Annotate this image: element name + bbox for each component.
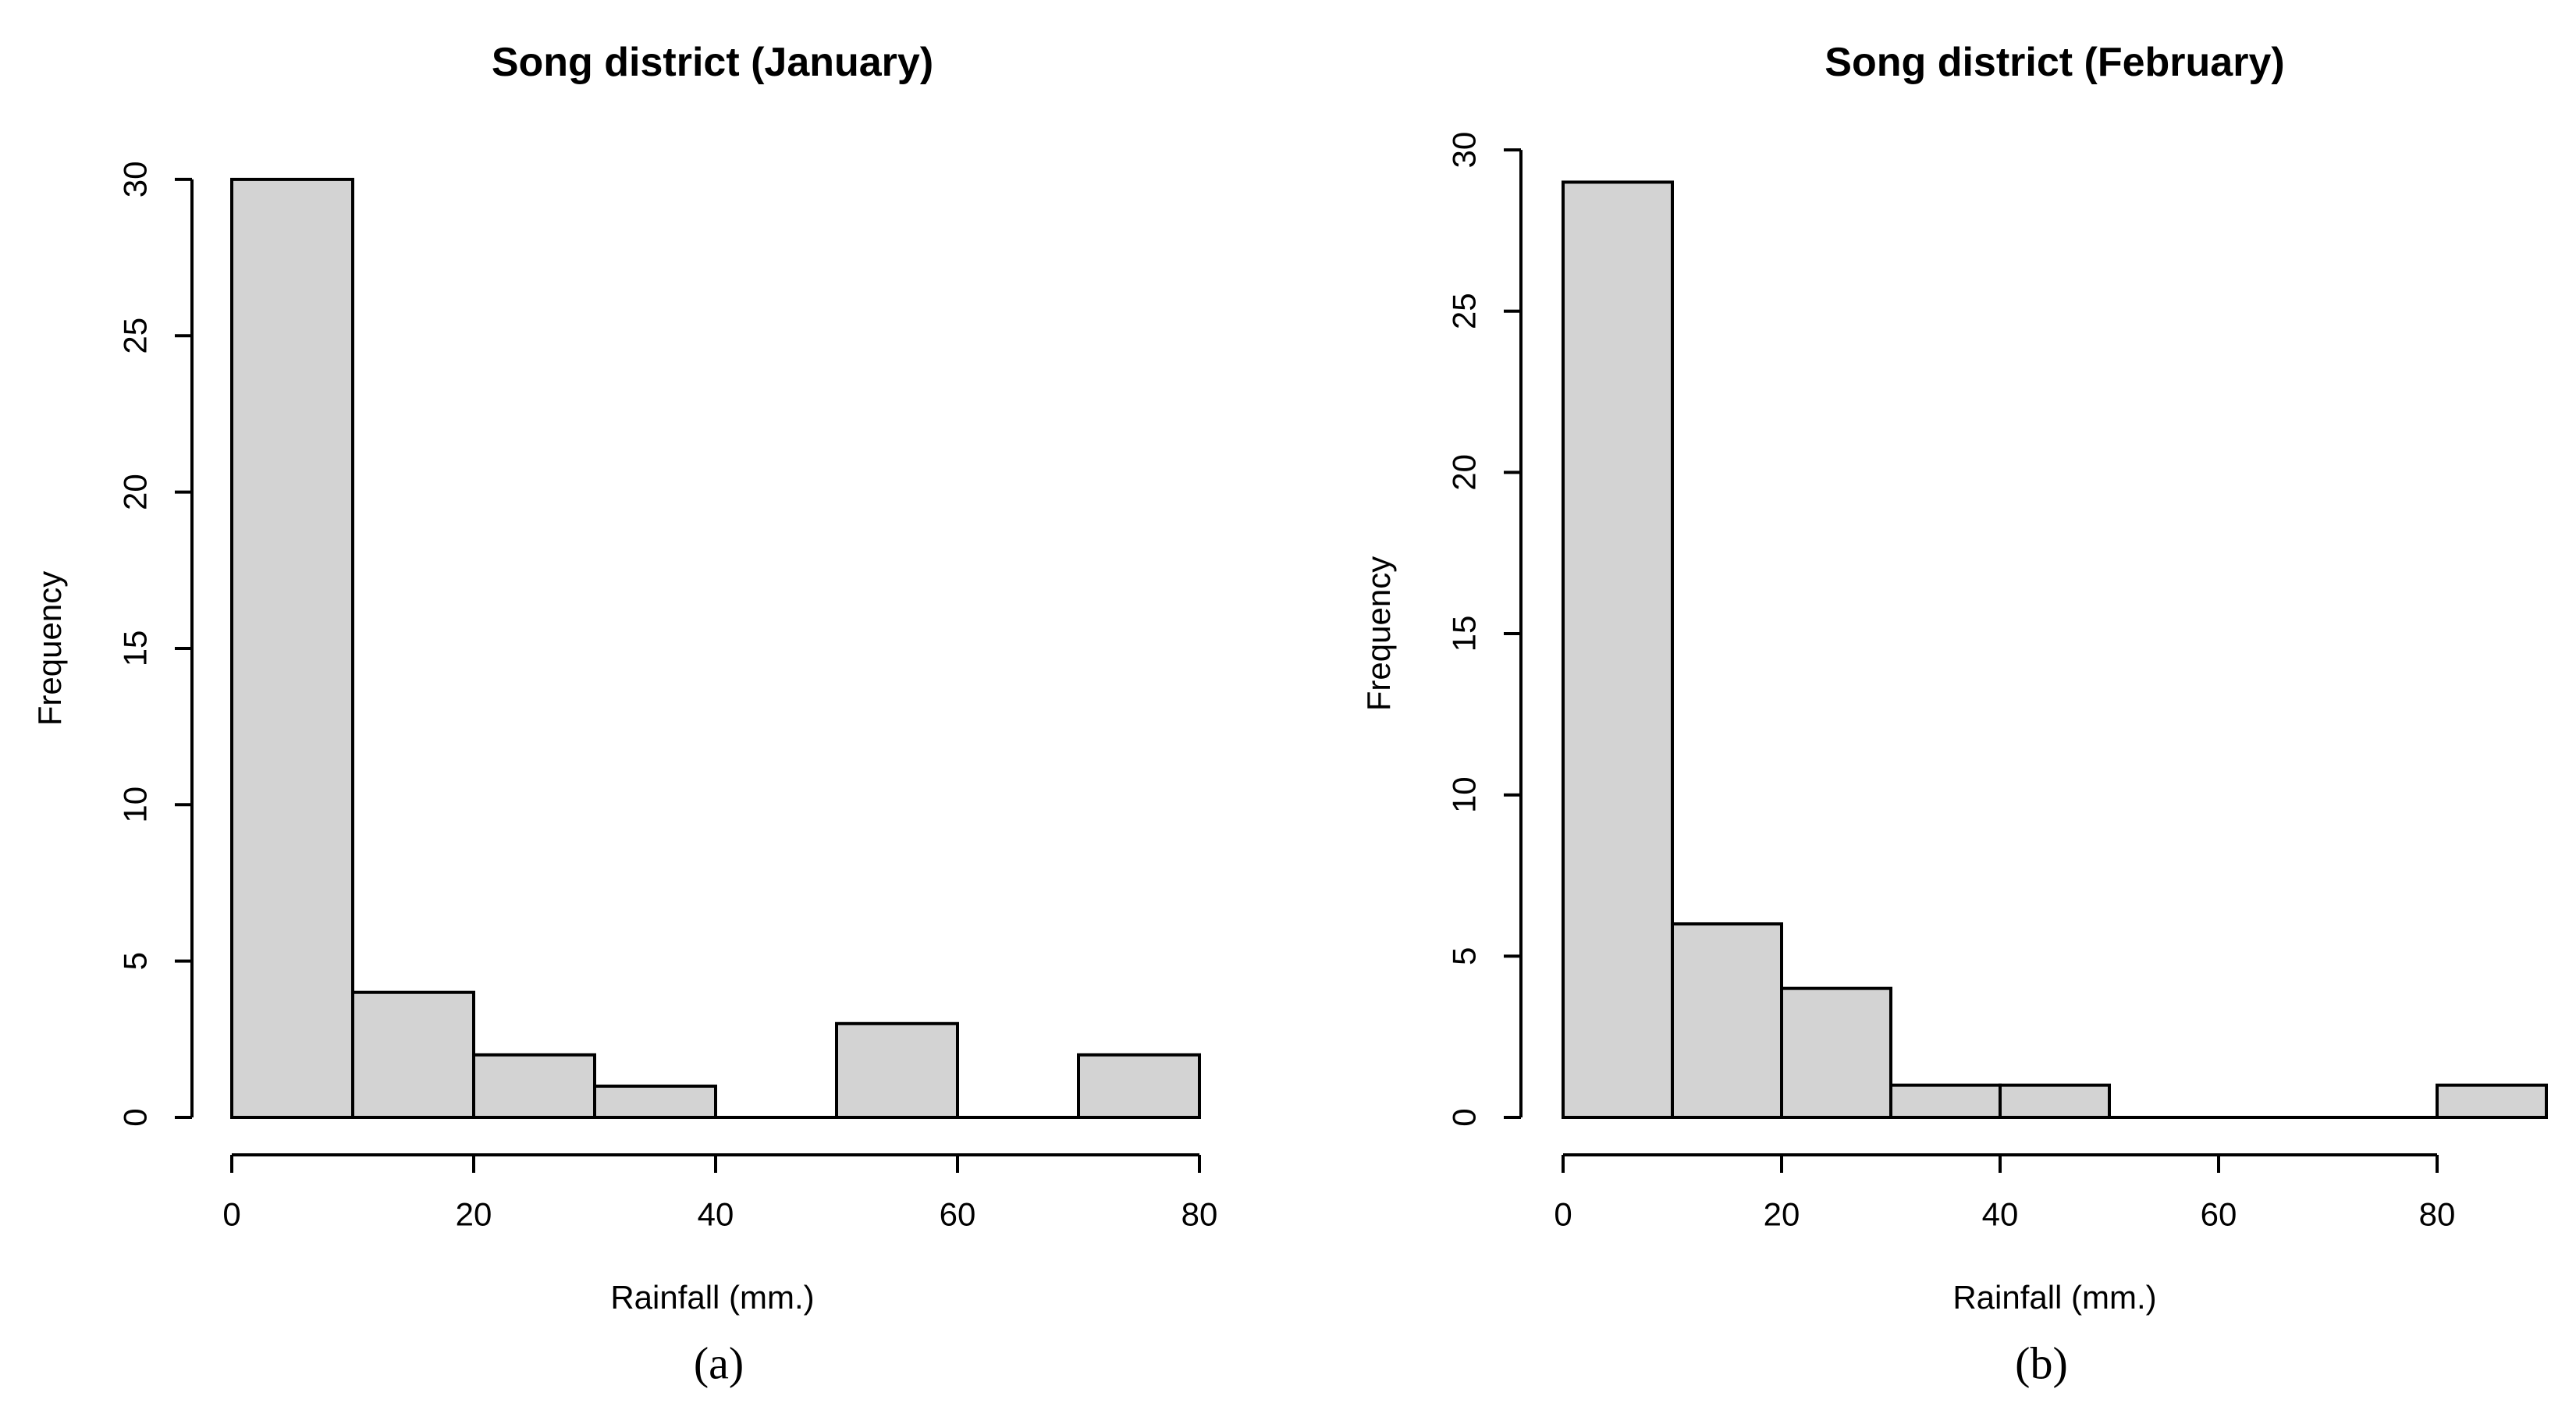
histogram-bar	[593, 1084, 717, 1120]
histogram-bar	[1671, 922, 1783, 1120]
histogram-bar	[230, 177, 354, 1119]
y-tick-label: 0	[117, 1108, 154, 1126]
x-tick-label: 60	[2201, 1196, 2237, 1233]
x-tick-label: 40	[1982, 1196, 2019, 1233]
x-tick-label: 60	[940, 1196, 976, 1233]
histogram-bar	[1562, 180, 1674, 1119]
y-tick-label: 20	[117, 474, 154, 510]
y-tick-label: 5	[1446, 947, 1483, 965]
x-tick-label: 80	[1181, 1196, 1218, 1233]
histogram-bar	[835, 1021, 959, 1120]
y-tick-label: 25	[117, 318, 154, 354]
y-tick-label: 15	[1446, 616, 1483, 652]
y-tick-label: 30	[117, 162, 154, 198]
histogram-bar	[1889, 1083, 2002, 1120]
y-tick-label: 30	[1446, 132, 1483, 169]
y-tick-label: 15	[117, 630, 154, 667]
histogram-february: 0 5 10 15 20 25 30 0 20 40 60 80	[1446, 132, 2548, 1233]
y-tick-label: 20	[1446, 454, 1483, 491]
y-tick-label: 5	[117, 952, 154, 970]
x-tick-label: 20	[456, 1196, 492, 1233]
y-tick-label: 0	[1446, 1108, 1483, 1126]
histogram-bar	[351, 990, 475, 1119]
x-tick-label: 40	[698, 1196, 734, 1233]
histogram-bar	[1780, 986, 1892, 1120]
y-tick-label: 25	[1446, 293, 1483, 329]
histogram-bar	[2436, 1083, 2548, 1120]
x-tick-label: 0	[222, 1196, 240, 1233]
x-tick-label: 20	[1764, 1196, 1800, 1233]
x-tick-label: 0	[1554, 1196, 1572, 1233]
y-tick-label: 10	[117, 787, 154, 823]
histogram-bar	[472, 1053, 596, 1119]
histogram-bar	[1077, 1053, 1201, 1119]
histogram-january: 0 5 10 15 20 25 30 0 20 40 60 80	[117, 162, 1218, 1233]
histogram-bar	[1999, 1083, 2111, 1120]
x-tick-label: 80	[2419, 1196, 2456, 1233]
y-tick-label: 10	[1446, 776, 1483, 813]
